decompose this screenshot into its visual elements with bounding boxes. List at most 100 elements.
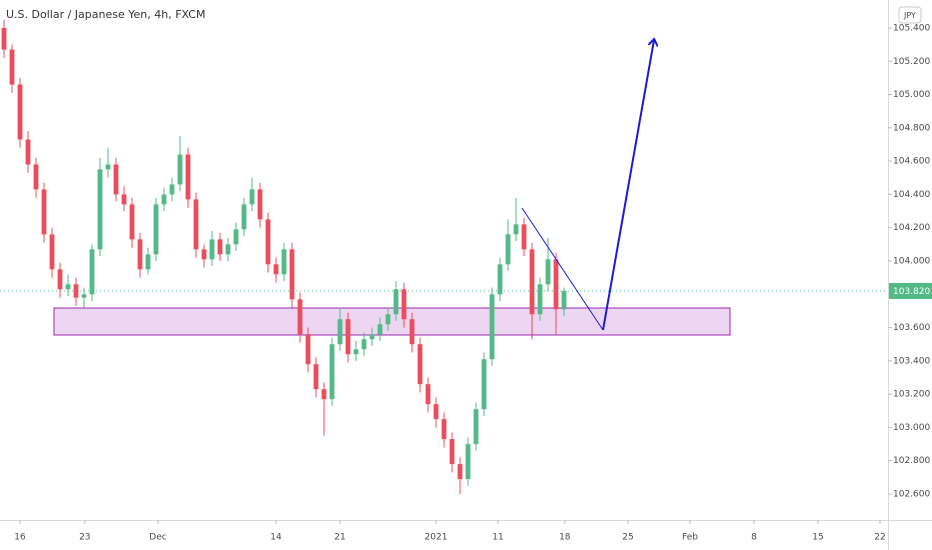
candle-body (553, 259, 559, 310)
support-zone[interactable] (53, 307, 731, 336)
candle-body (305, 334, 311, 365)
candle-body (473, 409, 479, 445)
x-tick-label: Feb (682, 533, 698, 543)
x-tick-label: Dec (149, 533, 166, 543)
candle-body (385, 314, 391, 325)
candle-body (145, 254, 151, 270)
x-tick-label: 16 (14, 533, 26, 543)
last-price-box (889, 282, 932, 299)
candle-body (545, 259, 551, 285)
y-tick-label: 104.600 (893, 157, 930, 167)
currency-button[interactable] (898, 6, 922, 24)
candle-body (233, 229, 239, 245)
candle-body (409, 319, 415, 345)
y-tick-label: 104.000 (893, 256, 930, 266)
candle-body (529, 249, 535, 315)
candle-body (185, 154, 191, 200)
candle-body (57, 269, 63, 290)
y-tick-label: 104.200 (893, 223, 930, 233)
candle-body (449, 439, 455, 465)
x-tick-label: 8 (751, 533, 757, 543)
last-price-label: 103.820 (893, 287, 930, 297)
candle-body (169, 184, 175, 195)
candle-body (313, 364, 319, 390)
x-tick-label: 25 (622, 533, 633, 543)
projection-arrow[interactable] (602, 40, 654, 331)
candle-body (153, 204, 159, 255)
candle-body (65, 284, 71, 290)
x-tick-label: 23 (79, 533, 90, 543)
candle-body (121, 194, 127, 205)
y-tick-label: 105.200 (893, 57, 930, 67)
x-tick-label: 21 (334, 533, 345, 543)
candles (1, 19, 567, 495)
candle-body (329, 344, 335, 400)
candle-body (177, 154, 183, 185)
y-tick-label: 104.400 (893, 190, 930, 200)
candle-body (193, 199, 199, 250)
candle-body (433, 404, 439, 420)
candle-body (561, 290, 567, 310)
candle-body (137, 239, 143, 270)
candle-body (41, 189, 47, 235)
candle-body (513, 224, 519, 235)
candle-body (201, 249, 207, 260)
x-tick-label: 2021 (425, 533, 448, 543)
candle-body (297, 299, 303, 335)
candle-body (353, 349, 359, 355)
candle-body (265, 219, 271, 265)
candle-body (497, 264, 503, 295)
candle-body (489, 294, 495, 360)
trend-line[interactable] (521, 207, 604, 331)
candle-body (481, 359, 487, 410)
y-tick-label: 105.400 (893, 23, 930, 33)
candle-body (129, 204, 135, 240)
candle-body (89, 249, 95, 295)
currency-label: JPY (903, 11, 916, 20)
x-tick-label: 15 (812, 533, 823, 543)
candle-body (217, 239, 223, 255)
candle-body (25, 139, 31, 165)
candle-body (241, 204, 247, 230)
candle-body (401, 289, 407, 320)
candle-body (113, 164, 119, 195)
x-tick-label: 18 (559, 533, 571, 543)
y-tick-label: 105.000 (893, 90, 930, 100)
x-tick-label: 11 (492, 533, 503, 543)
y-tick-label: 102.600 (893, 490, 930, 500)
candle-body (1, 27, 7, 50)
candle-body (33, 164, 39, 190)
y-tick-label: 102.800 (893, 456, 930, 466)
y-tick-label: 103.200 (893, 390, 930, 400)
candle-body (457, 464, 463, 480)
candle-body (281, 249, 287, 275)
candle-body (273, 264, 279, 275)
candle-body (417, 344, 423, 385)
candle-body (17, 84, 23, 140)
candle-body (345, 319, 351, 355)
y-tick-label: 103.600 (893, 323, 930, 333)
candle-body (505, 234, 511, 265)
candle-body (361, 339, 367, 350)
y-tick-label: 103.400 (893, 356, 930, 366)
candle-body (97, 169, 103, 250)
x-tick-label: 14 (270, 533, 282, 543)
candle-body (73, 284, 79, 298)
candle-body (321, 389, 327, 400)
y-tick-label: 103.000 (893, 423, 930, 433)
candle-body (81, 294, 87, 298)
chart-title: U.S. Dollar / Japanese Yen, 4h, FXCM (6, 8, 205, 21)
candle-body (537, 284, 543, 315)
candle-body (209, 239, 215, 260)
y-tick-label: 104.800 (893, 123, 930, 133)
candle-body (161, 194, 167, 205)
candle-body (337, 319, 343, 345)
candle-body (9, 49, 15, 85)
candle-body (249, 189, 255, 205)
candle-body (369, 334, 375, 340)
candle-body (49, 234, 55, 270)
candle-body (377, 324, 383, 335)
candle-body (465, 444, 471, 480)
